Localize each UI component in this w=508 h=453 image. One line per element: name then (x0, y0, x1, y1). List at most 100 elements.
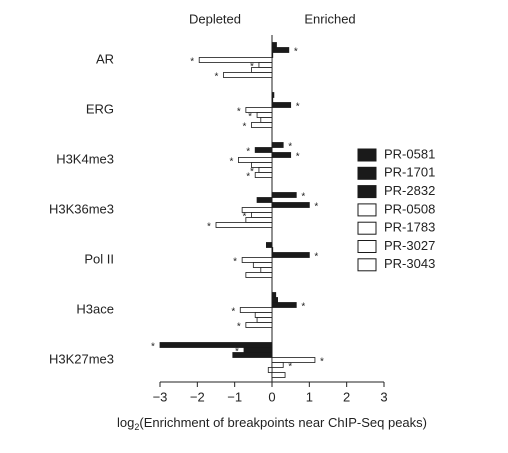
legend-label: PR-3043 (384, 256, 435, 271)
bar (251, 67, 273, 73)
significance-mark: * (190, 57, 194, 68)
legend-swatch (357, 203, 377, 217)
bar (241, 207, 273, 213)
bar (254, 172, 273, 178)
annotation: Depleted (189, 11, 241, 26)
bar (260, 117, 273, 123)
significance-mark: * (314, 252, 318, 263)
legend-label: PR-0581 (384, 146, 435, 161)
bar (271, 142, 284, 148)
bar (271, 47, 290, 53)
bar (159, 342, 273, 348)
significance-mark: * (250, 167, 254, 178)
bar (254, 312, 273, 318)
significance-mark: * (243, 122, 247, 133)
bar (251, 212, 273, 218)
x-axis-title: log2(Enrichment of breakpoints near ChIP… (117, 415, 427, 432)
bar (271, 372, 286, 378)
significance-mark: * (231, 307, 235, 318)
bar (271, 102, 292, 108)
bar (271, 42, 277, 48)
bar (232, 352, 273, 358)
legend-label: PR-3027 (384, 238, 435, 253)
bar (245, 217, 273, 223)
legend-label: PR-2832 (384, 183, 435, 198)
significance-mark: * (301, 302, 305, 313)
significance-mark: * (248, 112, 252, 123)
bar (271, 192, 297, 198)
bar (271, 247, 274, 253)
legend-label: PR-1783 (384, 220, 435, 235)
y-tick-label: H3K36me3 (49, 201, 114, 216)
significance-mark: * (296, 102, 300, 113)
x-label-part: (Enrichment of breakpoints near ChIP-Seq… (139, 415, 427, 430)
bar (241, 257, 273, 263)
significance-mark: * (151, 342, 155, 353)
significance-mark: * (243, 212, 247, 223)
bar (256, 317, 273, 323)
bar (267, 367, 273, 373)
legend-swatch (357, 148, 377, 162)
bar (265, 242, 273, 248)
bar (245, 272, 273, 278)
bar (256, 112, 273, 118)
y-tick-label: H3K4me3 (56, 151, 114, 166)
significance-mark: * (237, 322, 241, 333)
bar (251, 162, 273, 168)
legend-swatch (357, 221, 377, 235)
x-tick-label: 2 (343, 389, 350, 404)
bar (223, 72, 273, 78)
bar (252, 262, 273, 268)
significance-mark: * (320, 357, 324, 368)
significance-mark: * (246, 147, 250, 158)
significance-mark: * (288, 142, 292, 153)
y-tick-label: AR (96, 51, 114, 66)
x-tick-label: −3 (153, 389, 168, 404)
bar (271, 362, 284, 368)
legend-label: PR-1701 (384, 165, 435, 180)
bar (254, 147, 273, 153)
bar (260, 267, 273, 273)
significance-mark: * (207, 222, 211, 233)
annotation: Enriched (304, 11, 355, 26)
bar (256, 197, 273, 203)
y-tick-label: ERG (86, 101, 114, 116)
bar (271, 292, 277, 298)
significance-mark: * (294, 47, 298, 58)
significance-mark: * (229, 157, 233, 168)
significance-mark: * (314, 202, 318, 213)
x-tick-label: 3 (380, 389, 387, 404)
x-label-part: 2 (134, 422, 139, 432)
significance-mark: * (288, 362, 292, 373)
bar (243, 347, 273, 353)
bar (251, 122, 273, 128)
significance-mark: * (246, 172, 250, 183)
bar (215, 222, 273, 228)
bar (239, 307, 273, 313)
y-tick-label: Pol II (84, 251, 114, 266)
legend-swatch (357, 166, 377, 180)
x-tick-label: −2 (190, 389, 205, 404)
x-label-part: log (117, 415, 134, 430)
significance-mark: * (296, 152, 300, 163)
bar (245, 322, 273, 328)
legend-swatch (357, 258, 377, 272)
bar (271, 97, 274, 103)
legend-swatch (357, 240, 377, 253)
bar (271, 202, 310, 208)
y-tick-label: H3ace (76, 301, 114, 316)
x-tick-label: 1 (306, 389, 313, 404)
bar (271, 302, 297, 308)
x-tick-label: −1 (227, 389, 242, 404)
bar (271, 252, 310, 258)
bar (271, 357, 316, 363)
bar (237, 157, 273, 163)
bar (271, 52, 274, 58)
significance-mark: * (233, 257, 237, 268)
bar (258, 62, 273, 68)
significance-mark: * (301, 192, 305, 203)
x-tick-label: 0 (268, 389, 275, 404)
legend-label: PR-0508 (384, 201, 435, 216)
y-tick-label: H3K27me3 (49, 351, 114, 366)
